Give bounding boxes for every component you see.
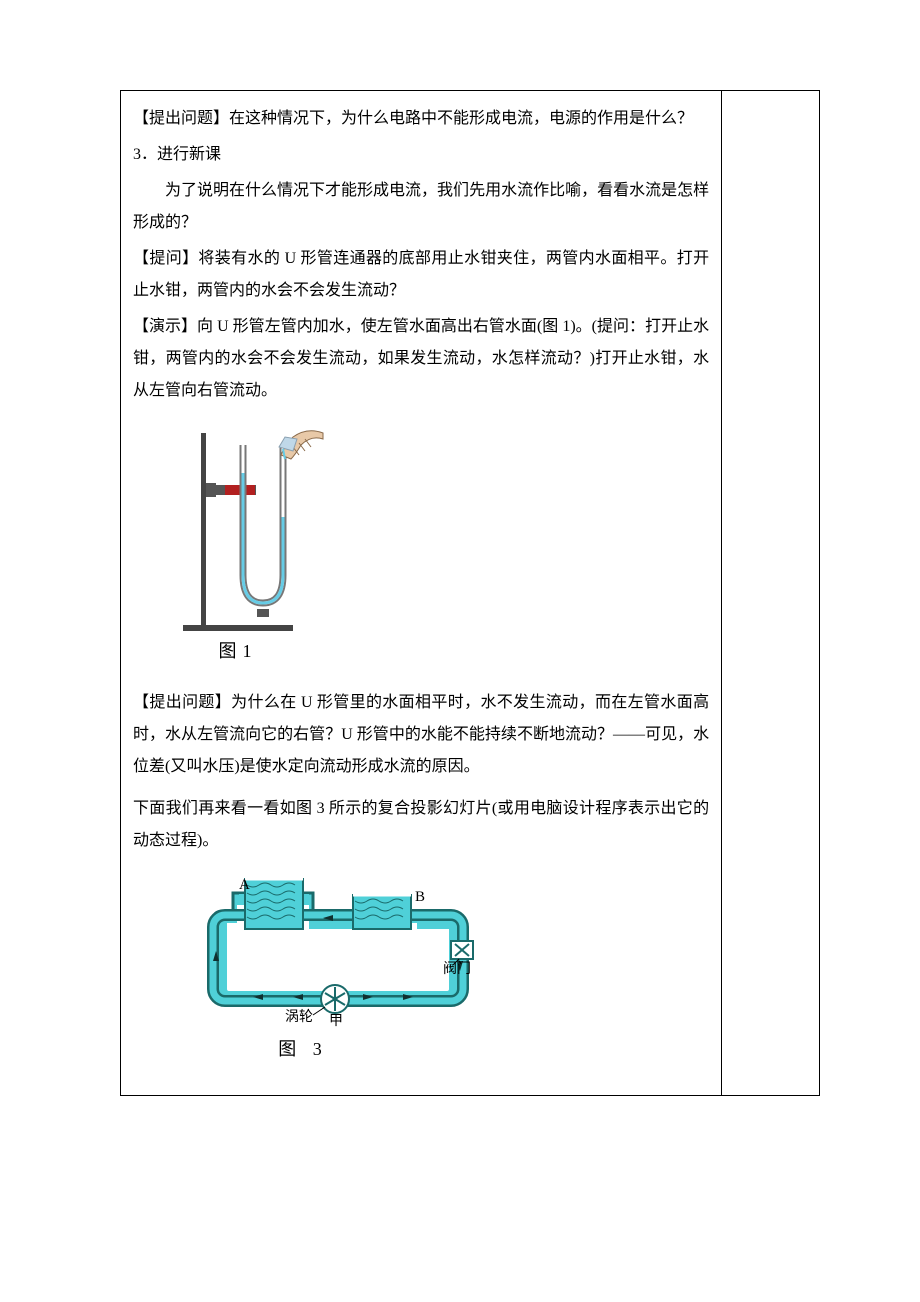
figure-1-block: 图1 — [173, 425, 709, 663]
stand-rod — [201, 433, 206, 629]
figure-1-svg — [173, 425, 341, 633]
figure-3-svg: A B 阀门 涡轮 甲 — [193, 871, 483, 1031]
clamp-hold — [206, 483, 216, 497]
turbine-pointer — [313, 1007, 325, 1015]
label-sub: 甲 — [329, 1014, 343, 1029]
tank-b — [353, 895, 411, 929]
main-cell: 【提出问题】在这种情况下，为什么电路中不能形成电流，电源的作用是什么？ 3．进行… — [121, 91, 722, 1096]
paragraph-ask: 【提问】将装有水的 U 形管连通器的底部用止水钳夹住，两管内水面相平。打开止水钳… — [133, 243, 709, 307]
paragraph-demo: 【演示】向 U 形管左管内加水，使左管水面高出右管水面(图 1)。(提问：打开止… — [133, 311, 709, 407]
loop-mask — [227, 929, 449, 987]
turbine — [321, 985, 349, 1013]
tank-a — [245, 879, 303, 929]
figure-3-block: A B 阀门 涡轮 甲 图 3 — [193, 871, 709, 1061]
paragraph-intro: 为了说明在什么情况下才能形成电流，我们先用水流作比喻，看看水流是怎样形成的？ — [133, 175, 709, 239]
stand-base — [183, 625, 293, 631]
label-a: A — [239, 877, 250, 893]
stop-clamp — [257, 609, 269, 617]
paragraph-next: 下面我们再来看一看如图 3 所示的复合投影幻灯片(或用电脑设计程序表示出它的动态… — [133, 793, 709, 857]
paragraph-section: 3．进行新课 — [133, 139, 709, 171]
u-tube-outer — [243, 445, 283, 603]
figure-1-caption: 图1 — [173, 637, 303, 663]
label-turbine: 涡轮 — [285, 1009, 313, 1025]
page: 【提出问题】在这种情况下，为什么电路中不能形成电流，电源的作用是什么？ 3．进行… — [0, 0, 920, 1186]
valve — [451, 941, 473, 959]
paragraph-question-1: 【提出问题】在这种情况下，为什么电路中不能形成电流，电源的作用是什么？ — [133, 103, 709, 135]
side-cell — [722, 91, 820, 1096]
figure-3-caption: 图 3 — [193, 1035, 413, 1061]
paragraph-question-2: 【提出问题】为什么在 U 形管里的水面相平时，水不发生流动，而在左管水面高时，水… — [133, 687, 709, 783]
label-valve: 阀门 — [443, 961, 471, 977]
layout-table: 【提出问题】在这种情况下，为什么电路中不能形成电流，电源的作用是什么？ 3．进行… — [120, 90, 820, 1096]
label-b: B — [415, 889, 425, 905]
u-tube-inner — [243, 445, 283, 603]
